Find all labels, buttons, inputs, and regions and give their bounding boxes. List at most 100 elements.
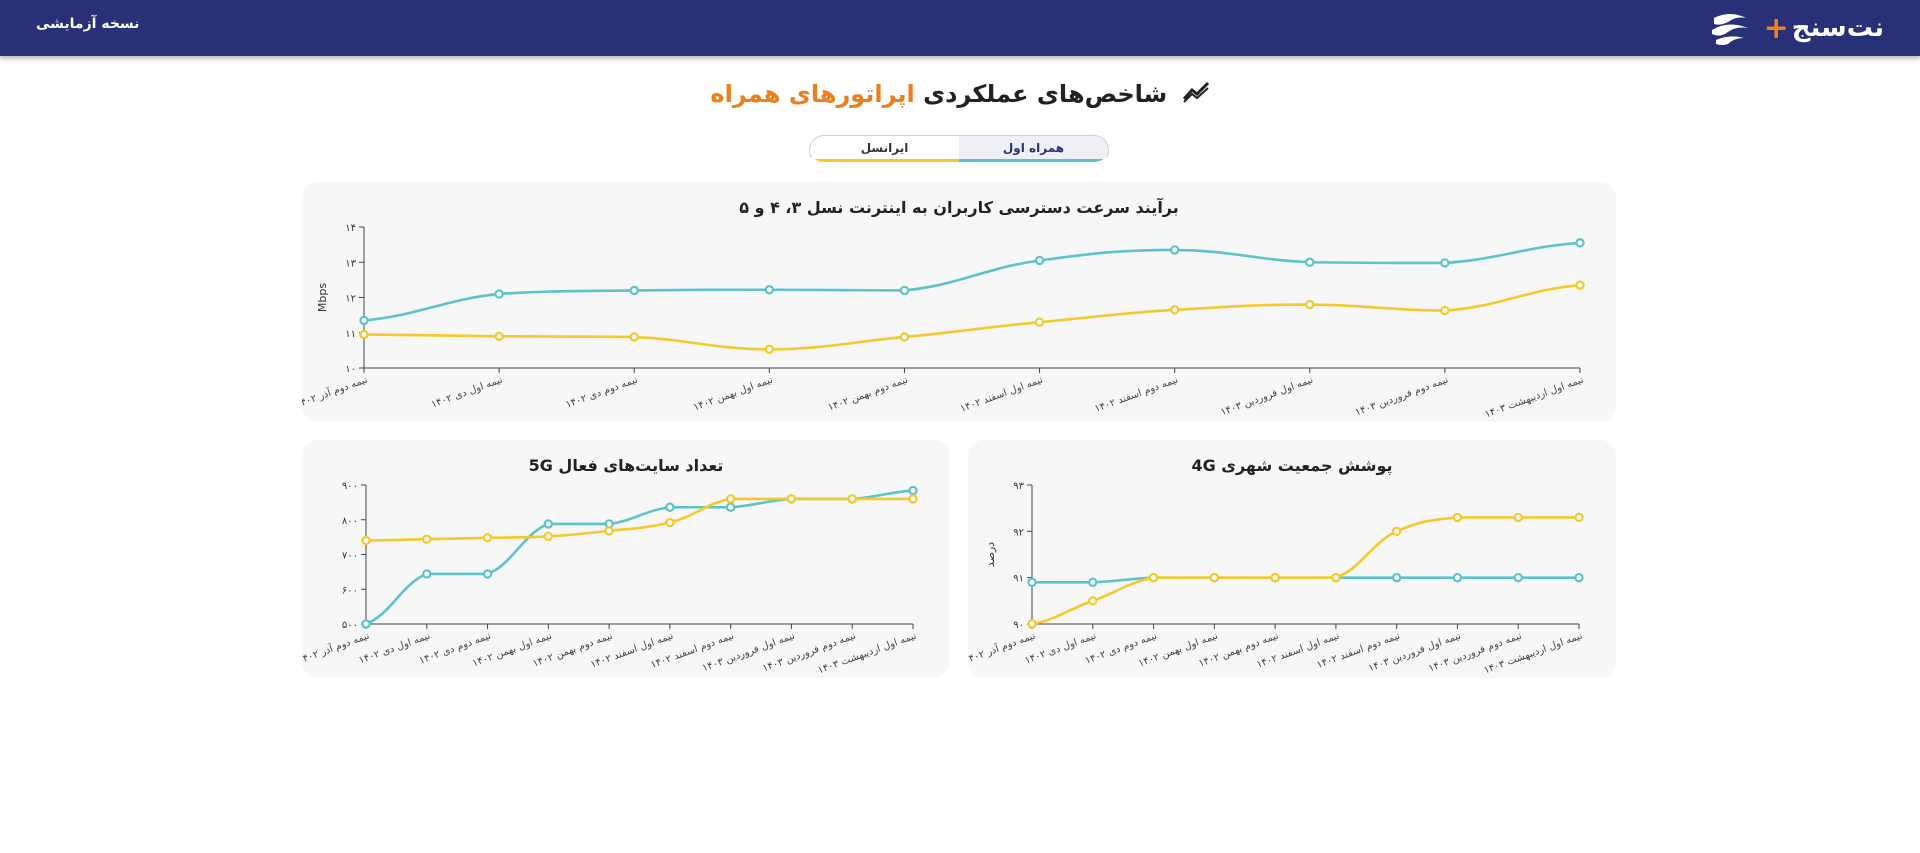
series-line-1: [365, 489, 914, 626]
x-tick-label: نیمه اول دی ۱۴۰۲: [430, 374, 504, 410]
x-tick-label: نیمه اول فروردین ۱۴۰۳: [1219, 374, 1315, 418]
data-point: [1034, 317, 1045, 327]
brand-logo[interactable]: + نت‌سنج: [1706, 8, 1884, 48]
sites-5g-chart-card: تعداد سایت‌های فعال 5G ۵۰۰ ۶۰۰ ۷۰۰ ۸۰۰ ۹۰۰ نی…: [302, 440, 950, 678]
data-point: [1452, 512, 1463, 523]
brand-wordmark: + نت‌سنج: [1764, 11, 1884, 46]
data-point: [494, 289, 504, 299]
data-point: [764, 285, 775, 295]
page-title-main: شاخص‌های عملکردی: [923, 80, 1168, 108]
data-point: [359, 315, 369, 326]
data-point: [1034, 255, 1045, 266]
series-line-2: [363, 283, 1581, 351]
y-tick-label: ۱۳: [345, 258, 356, 269]
trend-icon: [1182, 81, 1210, 109]
data-point: [899, 285, 910, 296]
data-point: [1027, 619, 1037, 629]
x-tick-label: نیمه دوم دی ۱۴۰۲: [564, 374, 639, 410]
data-point: [1574, 512, 1584, 523]
chart-title: برآیند سرعت دسترسی کاربران به اینترنت نس…: [739, 198, 1179, 217]
data-point: [1452, 572, 1463, 583]
data-point: [1209, 572, 1220, 583]
data-point: [359, 329, 369, 340]
data-point: [1513, 572, 1523, 583]
y-tick-label: ۱۱: [345, 329, 356, 340]
chart-title: تعداد سایت‌های فعال 5G: [528, 456, 724, 475]
data-point: [1088, 596, 1098, 606]
x-tick-label: نیمه اول بهمن ۱۴۰۲: [692, 374, 774, 413]
y-tick-label: ۷۰۰: [342, 551, 358, 562]
data-point: [1575, 238, 1585, 248]
data-point: [482, 533, 493, 543]
data-point: [1391, 572, 1402, 583]
top-bar: نسخه آزمایشی + نت‌سنج: [0, 0, 1920, 56]
y-tick-label: ۱۲: [345, 294, 356, 305]
data-point: [1575, 280, 1585, 290]
data-point: [665, 517, 675, 528]
y-tick-label: ۱۴: [345, 223, 356, 234]
data-point: [1027, 577, 1037, 587]
page-title: شاخص‌های عملکردی اپراتورهای همراه: [0, 80, 1920, 109]
y-tick-label: ۶۰۰: [342, 585, 358, 596]
y-tick-label: ۹۰: [1013, 620, 1024, 631]
data-point: [629, 285, 639, 296]
y-axis-label: درصد: [984, 542, 997, 567]
series-line-2: [365, 497, 913, 542]
x-tick-label: نیمه اول اسفند ۱۴۰۲: [959, 374, 1045, 414]
data-point: [1331, 572, 1341, 583]
x-tick-label: نیمه دوم آذر ۱۴۰۲: [302, 373, 369, 411]
tab-hamrah-aval[interactable]: همراه اول: [959, 136, 1108, 162]
y-tick-label: ۵۰۰: [342, 620, 358, 631]
data-point: [494, 331, 504, 341]
tab-irancell[interactable]: ایرانسل: [810, 136, 959, 162]
data-point: [764, 344, 775, 355]
data-point: [1169, 245, 1180, 255]
data-point: [899, 332, 910, 342]
y-tick-label: ۹۰۰: [342, 481, 358, 492]
data-point: [422, 569, 432, 579]
operator-tabs: ایرانسل همراه اول: [809, 135, 1109, 165]
y-tick-label: ۹۲: [1013, 527, 1024, 538]
data-point: [361, 619, 371, 629]
speed-chart-card: برآیند سرعت دسترسی کاربران به اینترنت نس…: [302, 182, 1616, 422]
page-title-accent: اپراتورهای همراه: [710, 80, 915, 108]
data-point: [786, 494, 797, 504]
data-point: [725, 502, 736, 512]
data-point: [908, 494, 918, 504]
data-point: [1513, 512, 1523, 523]
data-point: [1305, 257, 1315, 267]
data-point: [1088, 577, 1098, 587]
data-point: [847, 494, 857, 504]
data-point: [543, 531, 554, 542]
y-tick-label: ۹۱: [1013, 574, 1024, 585]
data-point: [1148, 572, 1159, 583]
chart-title: پوشش جمعیت شهری 4G: [1191, 456, 1393, 475]
x-tick-label: نیمه دوم اسفند ۱۴۰۲: [1093, 374, 1179, 414]
data-point: [908, 485, 918, 496]
data-point: [1305, 299, 1315, 310]
data-point: [1391, 526, 1402, 537]
x-tick-label: نیمه اول اردیبهشت ۱۴۰۳: [1483, 374, 1585, 420]
coverage-4g-chart-card: پوشش جمعیت شهری 4G ۹۰ ۹۱ ۹۲ ۹۳ درصد نیمه دوم …: [968, 440, 1616, 678]
line-chart: ۱۰ ۱۱ ۱۲ ۱۳ ۱۴ Mbps نیمه دوم آذر ۱۴۰۲ نیمه اول …: [302, 223, 1585, 420]
data-point: [361, 535, 371, 546]
data-point: [422, 534, 432, 544]
data-point: [1440, 258, 1450, 268]
x-tick-label: نیمه دوم بهمن ۱۴۰۲: [827, 374, 910, 413]
brand-waves-icon: [1711, 14, 1748, 45]
beta-version-label: نسخه آزمایشی: [36, 16, 140, 32]
data-point: [665, 502, 675, 512]
brand-name: نت‌سنج: [1791, 13, 1884, 43]
y-axis-label: Mbps: [316, 283, 329, 312]
data-point: [604, 526, 614, 536]
x-tick-label: نیمه دوم فروردین ۱۴۰۳: [1354, 374, 1450, 418]
data-point: [725, 494, 736, 504]
brand-plus-icon: +: [1763, 10, 1790, 46]
data-point: [482, 569, 493, 579]
y-tick-label: ۹۳: [1013, 481, 1024, 492]
data-point: [629, 332, 639, 342]
series-line-2: [1031, 516, 1579, 626]
data-point: [543, 519, 554, 529]
